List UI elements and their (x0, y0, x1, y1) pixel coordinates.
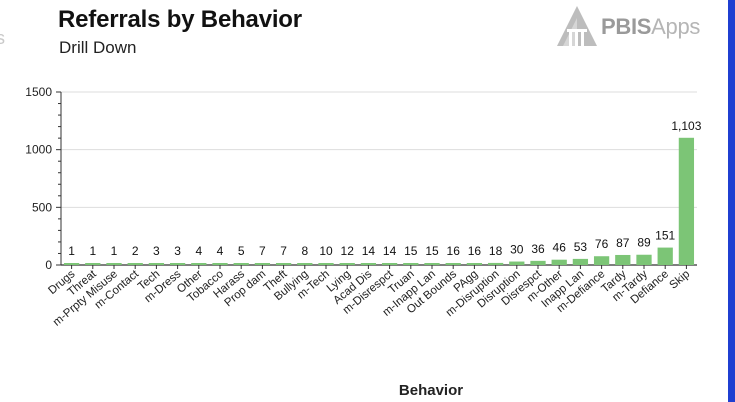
frame-accent-bar (728, 0, 735, 402)
bar (424, 263, 440, 265)
bar (678, 137, 695, 265)
bar (615, 254, 631, 265)
bar (509, 261, 525, 265)
logo-wordmark: PBISApps (601, 14, 700, 40)
data-label: 1 (68, 244, 75, 258)
data-label: 16 (447, 244, 461, 258)
data-label: 18 (489, 244, 503, 258)
chart-subtitle: Drill Down (59, 38, 137, 57)
bar (127, 263, 143, 265)
pbis-apps-logo: PBISApps (553, 2, 723, 50)
bar (487, 262, 504, 265)
data-label: 12 (341, 244, 355, 258)
data-label: 151 (655, 229, 675, 243)
data-label: 7 (280, 244, 287, 258)
data-label: 14 (383, 244, 397, 258)
bar (254, 263, 271, 265)
bar (657, 247, 673, 265)
data-label: 5 (238, 244, 245, 258)
data-label: 15 (425, 244, 439, 258)
data-label: 16 (468, 244, 482, 258)
bar (530, 260, 546, 265)
data-label: 3 (153, 244, 160, 258)
data-label: 30 (510, 243, 524, 257)
bar (63, 263, 80, 265)
y-tick-label: 1500 (25, 85, 52, 99)
data-label: 1 (89, 244, 96, 258)
data-label: 2 (132, 244, 139, 258)
clipped-text-fragment: s (0, 28, 5, 48)
data-label: 14 (362, 244, 376, 258)
data-label: 89 (637, 236, 651, 250)
bar (233, 263, 249, 265)
data-label: 36 (531, 242, 545, 256)
pbis-building-icon (557, 6, 597, 46)
data-label: 53 (574, 240, 588, 254)
bar (381, 263, 398, 265)
data-label: 1 (111, 244, 118, 258)
y-tick-label: 500 (32, 200, 52, 214)
bar (106, 263, 122, 265)
bar (169, 263, 186, 265)
bar (191, 263, 207, 265)
bar (212, 263, 228, 265)
data-label: 46 (553, 241, 567, 255)
data-label: 4 (195, 244, 202, 258)
bar (445, 263, 461, 265)
chart-title: Referrals by Behavior (58, 6, 302, 33)
data-label: 15 (404, 244, 418, 258)
bar (572, 258, 589, 265)
x-axis-title: Behavior (399, 382, 463, 399)
bar (275, 263, 292, 265)
bar (636, 254, 652, 265)
bar (466, 263, 483, 265)
bar (593, 256, 610, 265)
data-label: 10 (319, 244, 333, 258)
bar (85, 263, 101, 265)
data-label: 3 (174, 244, 181, 258)
data-label: 7 (259, 244, 266, 258)
x-tick-label: Skip (667, 268, 692, 292)
data-label: 4 (217, 244, 224, 258)
bar (297, 263, 313, 265)
y-tick-label: 0 (45, 258, 52, 272)
bar (360, 263, 377, 265)
bar (403, 263, 419, 265)
bar (551, 259, 567, 265)
data-label: 8 (301, 244, 308, 258)
logo-brand: PBIS (601, 14, 652, 39)
bar (148, 263, 165, 265)
data-label: 76 (595, 237, 609, 251)
data-label: 87 (616, 236, 630, 250)
bar (339, 263, 355, 265)
data-label: 1,103 (671, 119, 701, 133)
bar (318, 263, 334, 265)
y-tick-label: 1000 (25, 143, 52, 157)
logo-suffix: Apps (651, 14, 701, 39)
